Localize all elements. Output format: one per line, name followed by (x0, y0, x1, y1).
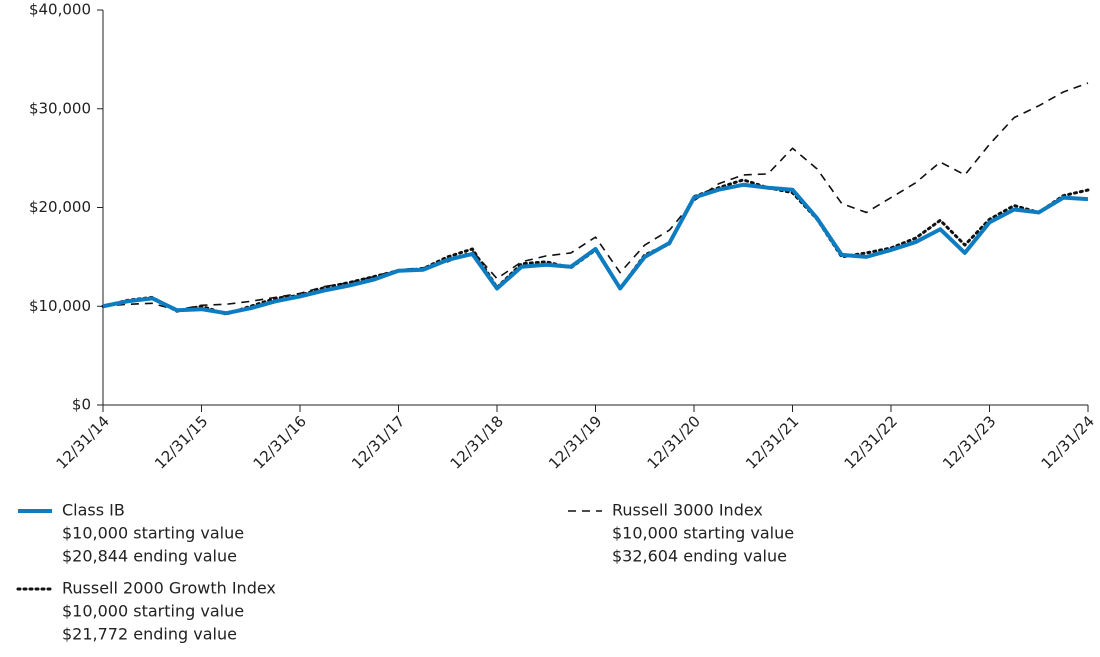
legend-note: $32,604 ending value (612, 547, 787, 566)
x-tick-label: 12/31/24 (1038, 412, 1098, 472)
series-line (102, 182, 1089, 316)
y-tick-label: $10,000 (29, 297, 91, 315)
legend-note: $10,000 starting value (62, 524, 244, 543)
x-tick-label: 12/31/18 (447, 412, 507, 472)
x-tick-label: 12/31/17 (348, 412, 408, 472)
legend-note: $20,844 ending value (62, 547, 237, 566)
legend-label: Russell 2000 Growth Index (62, 579, 276, 598)
legend-label: Russell 3000 Index (612, 501, 763, 520)
x-tick-label: 12/31/21 (742, 412, 802, 472)
legend-label: Class IB (62, 501, 125, 520)
y-tick-label: $30,000 (29, 99, 91, 117)
x-tick-label: 12/31/19 (545, 412, 605, 472)
legend-note: $10,000 starting value (62, 602, 244, 621)
x-tick-label: 12/31/20 (644, 412, 704, 472)
x-tick-label: 12/31/14 (53, 412, 113, 472)
legend-note: $21,772 ending value (62, 625, 237, 644)
y-tick-label: $20,000 (29, 198, 91, 216)
x-tick-label: 12/31/23 (939, 412, 999, 472)
x-tick-label: 12/31/15 (151, 412, 211, 472)
y-tick-label: $0 (72, 396, 91, 414)
x-tick-label: 12/31/16 (250, 412, 310, 472)
y-tick-label: $40,000 (29, 1, 91, 19)
legend-note: $10,000 starting value (612, 524, 794, 543)
x-tick-label: 12/31/22 (841, 412, 901, 472)
series-line (102, 82, 1089, 312)
